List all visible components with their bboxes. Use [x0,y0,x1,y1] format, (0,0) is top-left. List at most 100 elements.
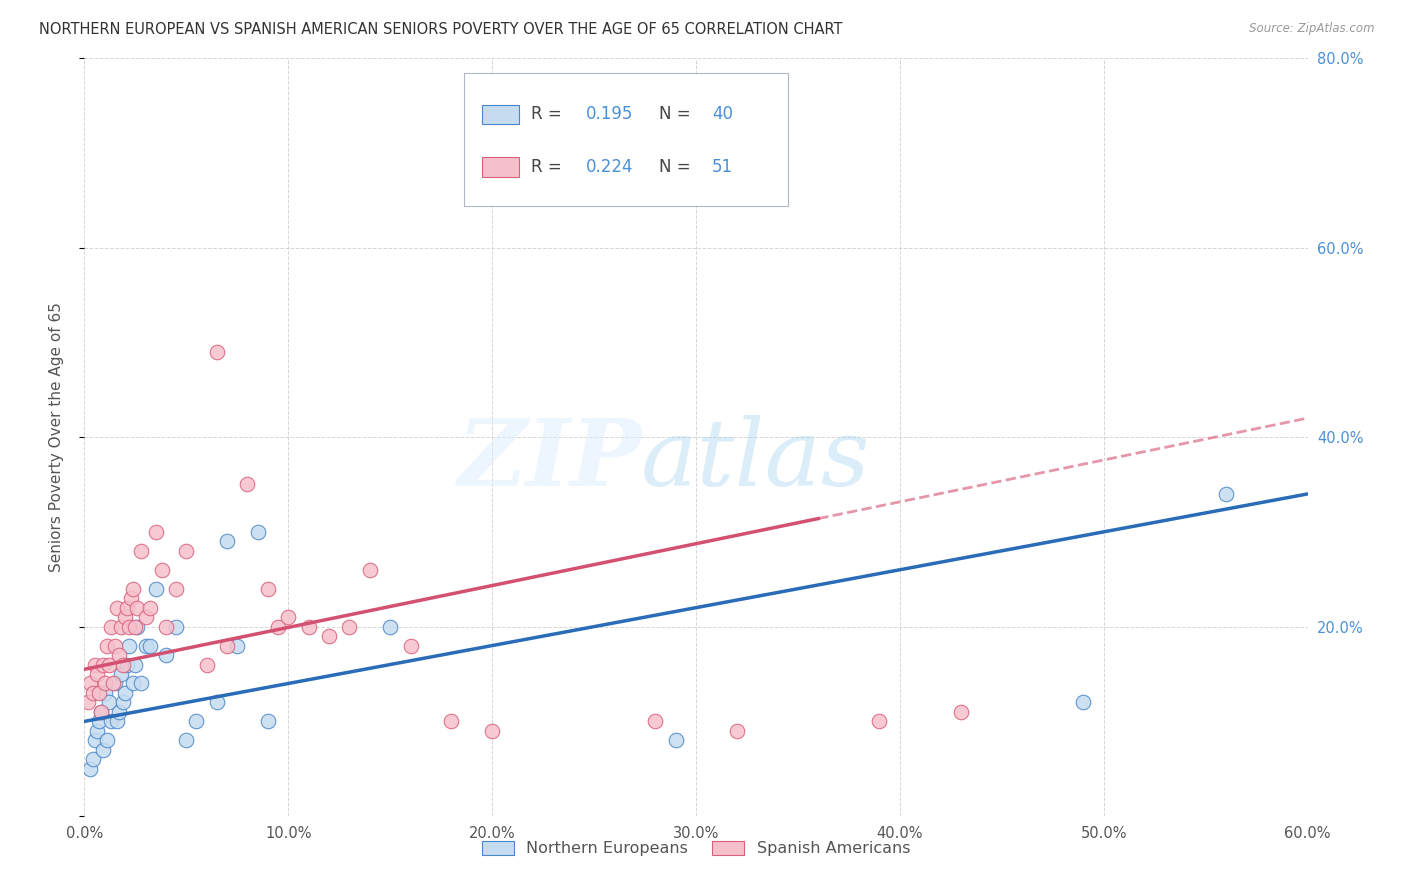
Text: ZIP: ZIP [457,415,641,505]
Text: 0.224: 0.224 [586,158,633,176]
Point [93,676,115,690]
Point [339,619,361,633]
Point [131,676,153,690]
Point [725,723,748,738]
FancyBboxPatch shape [482,157,519,177]
Point [502,136,524,151]
Point [277,610,299,624]
Point [91,657,114,672]
Point [186,714,208,729]
FancyBboxPatch shape [482,104,519,124]
Point [246,524,269,539]
Text: atlas: atlas [641,415,870,505]
Point [91,743,114,757]
Point [135,639,157,653]
Text: 40: 40 [711,105,733,123]
Point [110,619,132,633]
Point [86,723,108,738]
Point [108,705,131,719]
Point [155,619,177,633]
Text: 0.195: 0.195 [586,105,633,123]
Point [440,714,463,729]
Point [90,705,112,719]
Point [481,723,503,738]
Point [217,639,239,653]
Point [100,619,122,633]
Point [105,714,128,729]
Text: R =: R = [531,158,567,176]
Point [1073,696,1095,710]
Point [120,591,142,606]
Point [122,582,145,596]
Point [145,582,167,596]
Point [124,657,146,672]
Legend: Northern Europeans, Spanish Americans: Northern Europeans, Spanish Americans [475,834,917,863]
Point [298,619,321,633]
Point [82,686,104,700]
Point [96,733,118,747]
FancyBboxPatch shape [464,73,787,206]
Text: 51: 51 [711,158,733,176]
Point [87,686,110,700]
Point [869,714,891,729]
Point [122,676,145,690]
Point [112,696,135,710]
Text: N =: N = [659,105,696,123]
Point [174,733,197,747]
Point [127,619,149,633]
Point [82,752,104,766]
Point [131,543,153,558]
Text: Source: ZipAtlas.com: Source: ZipAtlas.com [1250,22,1375,36]
Point [138,600,160,615]
Point [267,619,290,633]
Text: NORTHERN EUROPEAN VS SPANISH AMERICAN SENIORS POVERTY OVER THE AGE OF 65 CORRELA: NORTHERN EUROPEAN VS SPANISH AMERICAN SE… [39,22,842,37]
Point [165,582,187,596]
Point [236,477,259,491]
Point [97,657,120,672]
Point [115,600,138,615]
Text: N =: N = [659,158,696,176]
Point [87,714,110,729]
Point [195,657,218,672]
Point [359,563,381,577]
Point [665,733,688,747]
Point [83,733,105,747]
Point [108,648,131,662]
Point [205,696,228,710]
Point [90,705,112,719]
Point [226,639,249,653]
Point [83,657,105,672]
Text: R =: R = [531,105,567,123]
Point [101,676,124,690]
Point [644,714,666,729]
Point [205,344,228,359]
Point [97,696,120,710]
Point [86,667,108,681]
Point [318,629,340,643]
Point [96,639,118,653]
Point [79,676,101,690]
Point [380,619,402,633]
Point [145,524,167,539]
Point [77,696,100,710]
Point [118,639,141,653]
Point [118,619,141,633]
Point [127,600,149,615]
Point [138,639,160,653]
Point [257,714,280,729]
Point [399,639,422,653]
Point [105,600,128,615]
Point [257,582,280,596]
Point [1215,487,1237,501]
Point [79,762,101,776]
Point [174,543,197,558]
Point [104,676,127,690]
Point [950,705,973,719]
Point [110,667,132,681]
Point [124,619,146,633]
Point [104,639,127,653]
Point [135,610,157,624]
Y-axis label: Seniors Poverty Over the Age of 65: Seniors Poverty Over the Age of 65 [49,302,63,572]
Point [150,563,173,577]
Point [217,534,239,549]
